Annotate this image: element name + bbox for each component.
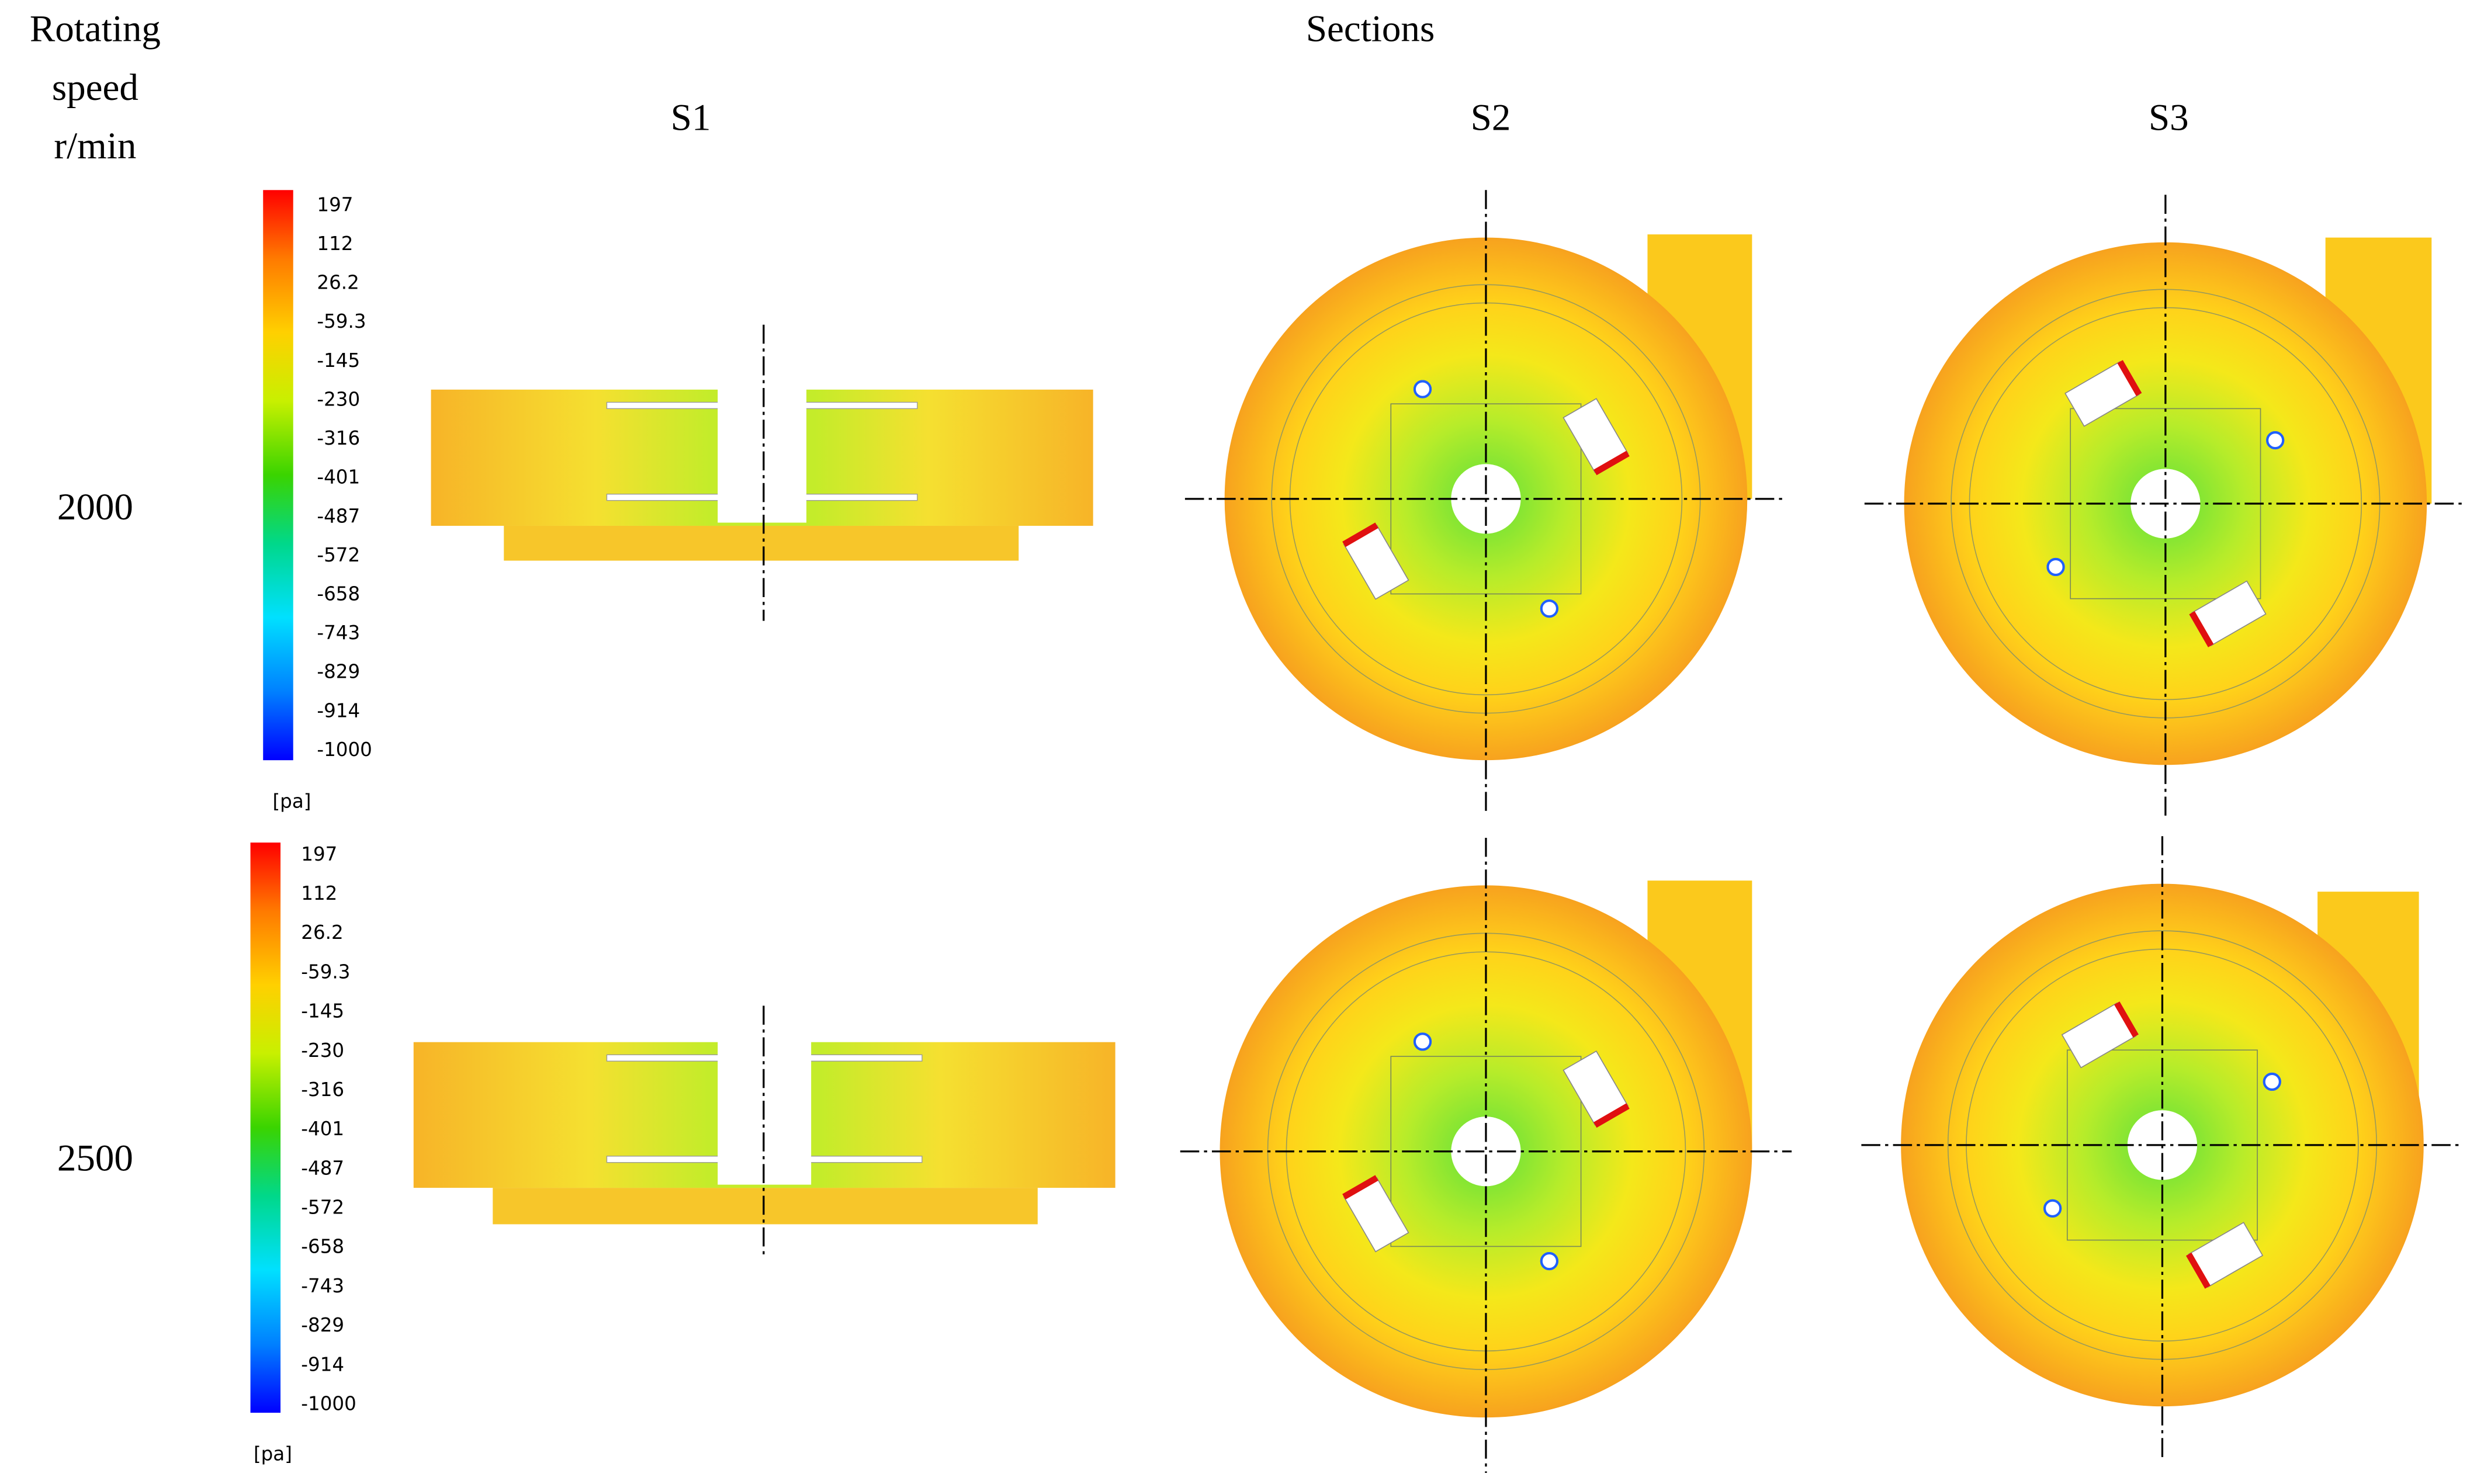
blade-edge	[1593, 1103, 1630, 1128]
legend-label: -1000	[301, 1392, 356, 1414]
blade-edge	[2189, 611, 2214, 647]
blade-edge	[2117, 360, 2142, 396]
row: 2500 197 112 26.2 -59.3 -145 -230 -316 -401 -487 -…	[57, 836, 2464, 1473]
legend-label: -145	[301, 1000, 344, 1022]
legend-label: -487	[317, 505, 360, 527]
blade	[2064, 360, 2142, 427]
legend-label: -316	[301, 1079, 344, 1101]
legend-label: 112	[317, 233, 353, 255]
legend-label: -829	[317, 661, 360, 683]
legend-label: -743	[317, 622, 360, 644]
pin	[2263, 1072, 2281, 1091]
header: Rotating speed r/min Sections S1 S2 S3	[30, 8, 2189, 167]
casing-base	[504, 525, 1019, 561]
pin	[1413, 1032, 1432, 1051]
row-header: Rotating	[30, 8, 161, 50]
impeller-outline	[1390, 1056, 1582, 1247]
blade-edge	[1593, 450, 1630, 476]
speed-label: 2500	[57, 1137, 133, 1179]
row: 2000 197 112 26.2 -59.3 -145 -230 -316 -401 -487 -…	[57, 190, 2466, 821]
legend-label: -401	[301, 1118, 344, 1140]
blade	[1342, 522, 1409, 600]
legend-label: -59.3	[317, 310, 366, 332]
legend-label: -658	[317, 582, 360, 605]
legend-label: -230	[301, 1039, 344, 1062]
section-s3	[1861, 836, 2464, 1462]
section-label: S2	[1471, 96, 1511, 138]
legend-label: -487	[301, 1157, 344, 1179]
pin	[2266, 431, 2285, 450]
legend-label: -230	[317, 388, 360, 410]
pin	[1413, 380, 1432, 398]
legend-label: -572	[301, 1197, 344, 1219]
casing-base	[493, 1188, 1038, 1225]
legend-label: 197	[317, 193, 353, 216]
legend-label: -401	[317, 466, 360, 488]
pin	[2043, 1199, 2062, 1218]
legend-label: -1000	[317, 738, 372, 761]
section-s1	[413, 1005, 1115, 1260]
blade-edge	[1342, 522, 1378, 547]
row-header: r/min	[54, 125, 136, 167]
color-bar	[263, 190, 293, 761]
blade	[2061, 1001, 2139, 1069]
section-label: S3	[2149, 96, 2189, 138]
section-s2	[1184, 190, 1787, 816]
blade	[2185, 1222, 2264, 1289]
speed-label: 2000	[57, 486, 133, 528]
legend-label: -572	[317, 544, 360, 566]
color-bar	[250, 842, 281, 1413]
blade-edge	[2114, 1001, 2139, 1038]
row-header: speed	[52, 67, 138, 109]
legend-label: -59.3	[301, 961, 350, 983]
section-label: S1	[671, 96, 711, 138]
blade	[1563, 398, 1630, 476]
pin	[1540, 599, 1558, 618]
blade	[1342, 1175, 1409, 1253]
legend-label: 112	[301, 882, 337, 904]
blade	[2189, 580, 2267, 647]
legend-label: -658	[301, 1236, 344, 1258]
legend-label: -829	[301, 1314, 344, 1336]
section-s3	[1864, 195, 2466, 821]
legend-label: -316	[317, 427, 360, 449]
color-legend: 197 112 26.2 -59.3 -145 -230 -316 -401 -487 -572 -…	[263, 190, 372, 812]
legend-label: 26.2	[317, 272, 359, 294]
hub	[718, 386, 807, 523]
shaft-hole	[1451, 1117, 1521, 1187]
section-s1	[431, 324, 1093, 621]
column-header: Sections	[1306, 8, 1435, 50]
legend-unit: [pa]	[254, 1443, 292, 1465]
color-legend: 197 112 26.2 -59.3 -145 -230 -316 -401 -487 -572 -…	[250, 842, 356, 1465]
legend-label: 197	[301, 843, 337, 865]
legend-label: -914	[317, 699, 360, 722]
legend-label: -914	[301, 1353, 344, 1375]
section-s2	[1180, 838, 1792, 1473]
legend-label: -743	[301, 1275, 344, 1297]
pin	[2046, 557, 2065, 577]
legend-label: 26.2	[301, 921, 343, 944]
pin	[1540, 1251, 1558, 1271]
blade	[1563, 1050, 1630, 1128]
blade-edge	[1342, 1175, 1378, 1200]
blade-edge	[2185, 1252, 2211, 1289]
legend-label: -145	[317, 349, 360, 372]
legend-unit: [pa]	[273, 790, 311, 812]
